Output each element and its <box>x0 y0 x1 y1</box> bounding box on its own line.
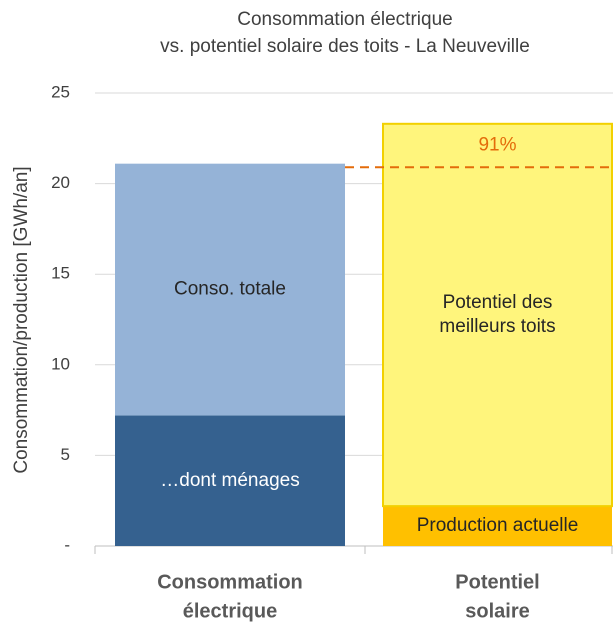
y-tick-label: 5 <box>61 445 70 464</box>
segment-label: Potentiel des <box>443 292 553 313</box>
x-tick-label: électrique <box>183 600 277 622</box>
y-tick-label: - <box>64 535 70 554</box>
segment-label: …dont ménages <box>160 470 299 491</box>
bar-segment <box>115 163 345 416</box>
x-tick-label: Potentiel <box>455 571 539 593</box>
segment-label: meilleurs toits <box>439 316 555 337</box>
bar-segment <box>382 122 613 508</box>
chart-title: Consommation électrique <box>237 9 452 30</box>
x-tick-label: solaire <box>465 600 529 622</box>
segment-label: Production actuelle <box>417 515 579 536</box>
y-tick-label: 15 <box>51 264 70 283</box>
chart-title: vs. potentiel solaire des toits - La Neu… <box>160 36 530 57</box>
x-tick-label: Consommation <box>157 571 303 593</box>
y-axis-label: Consommation/production [GWh/an] <box>11 166 32 473</box>
reference-label: 91% <box>478 134 516 155</box>
bar-segment <box>383 506 612 546</box>
y-tick-label: 20 <box>51 173 70 192</box>
y-tick-label: 10 <box>51 354 70 373</box>
y-tick-label: 25 <box>51 82 70 101</box>
bar-segment <box>115 415 345 546</box>
segment-label: Conso. totale <box>174 279 286 300</box>
